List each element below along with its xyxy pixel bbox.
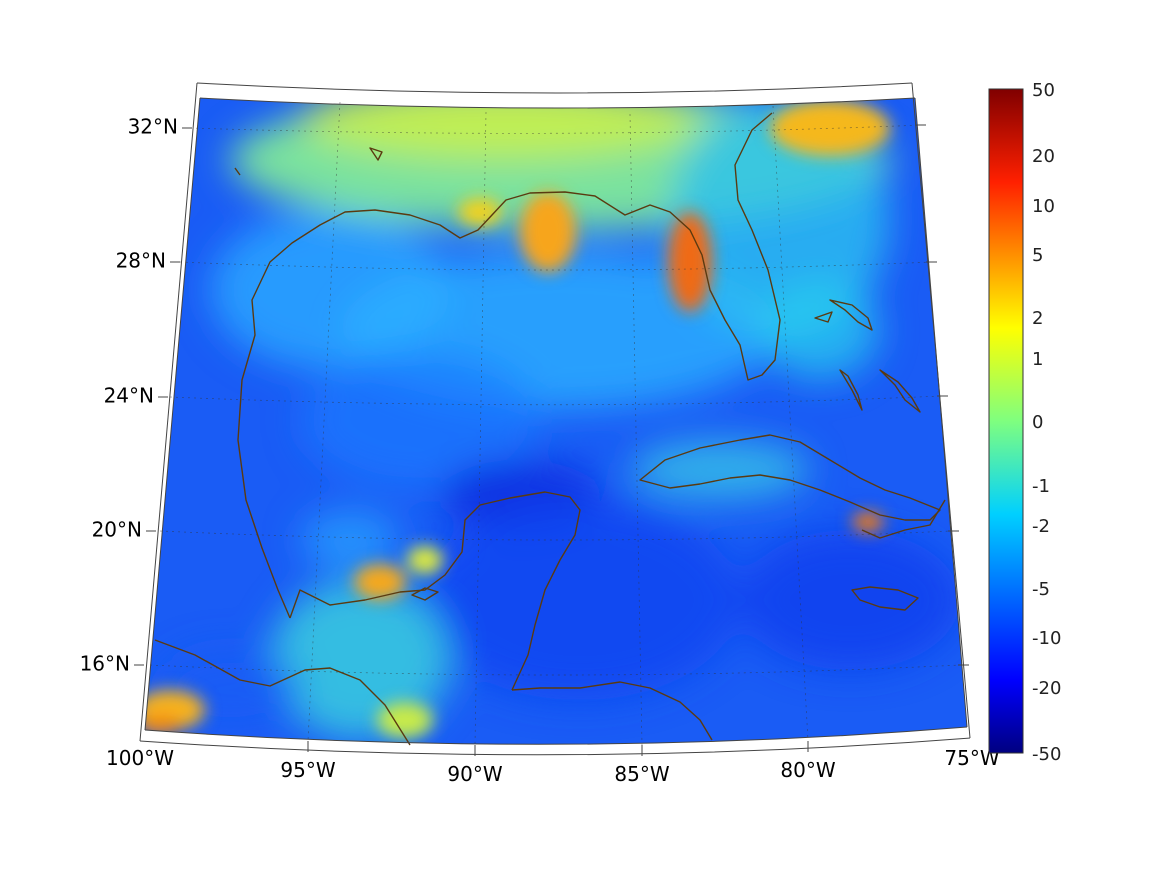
colorbar-tick-50: 50 xyxy=(1032,80,1055,101)
colorbar-tick-neg5: -5 xyxy=(1032,579,1050,600)
lat-label-28: 28°N xyxy=(116,249,166,273)
lat-label-24: 24°N xyxy=(104,384,154,408)
colorbar-tick-10: 10 xyxy=(1032,196,1055,217)
lat-label-32: 32°N xyxy=(128,115,178,139)
lon-label-80: 80°W xyxy=(780,758,835,782)
colorbar-tick-neg1: -1 xyxy=(1032,476,1050,497)
colorbar-tick-neg2: -2 xyxy=(1032,516,1050,537)
lon-label-100: 100°W xyxy=(106,746,174,770)
map-frame xyxy=(134,82,971,756)
graticule xyxy=(149,101,961,746)
longitude-labels: 100°W 95°W 90°W 85°W 80°W 75°W xyxy=(106,746,1000,786)
lat-label-16: 16°N xyxy=(80,652,130,676)
colorbar-tick-labels: 50 20 10 5 2 1 0 -1 -2 -5 -10 -20 -50 xyxy=(1032,80,1061,765)
colorbar-tick-neg20: -20 xyxy=(1032,678,1061,699)
colorbar-tick-neg10: -10 xyxy=(1032,628,1061,649)
colorbar: 50 20 10 5 2 1 0 -1 -2 -5 -10 -20 -50 xyxy=(988,80,1061,765)
latitude-labels: 32°N 28°N 24°N 20°N 16°N xyxy=(80,115,178,676)
lat-label-20: 20°N xyxy=(92,518,142,542)
coastlines xyxy=(154,112,946,746)
lon-label-90: 90°W xyxy=(447,762,502,786)
colorbar-gradient xyxy=(988,88,1024,754)
lon-label-85: 85°W xyxy=(614,762,669,786)
colorbar-tick-neg50: -50 xyxy=(1032,744,1061,765)
colorbar-tick-2: 2 xyxy=(1032,308,1043,329)
colorbar-tick-1: 1 xyxy=(1032,349,1043,370)
colorbar-tick-0: 0 xyxy=(1032,412,1043,433)
colorbar-tick-5: 5 xyxy=(1032,245,1043,266)
colorbar-tick-20: 20 xyxy=(1032,146,1055,167)
heatmap-field xyxy=(145,98,967,745)
lon-label-95: 95°W xyxy=(280,758,335,782)
